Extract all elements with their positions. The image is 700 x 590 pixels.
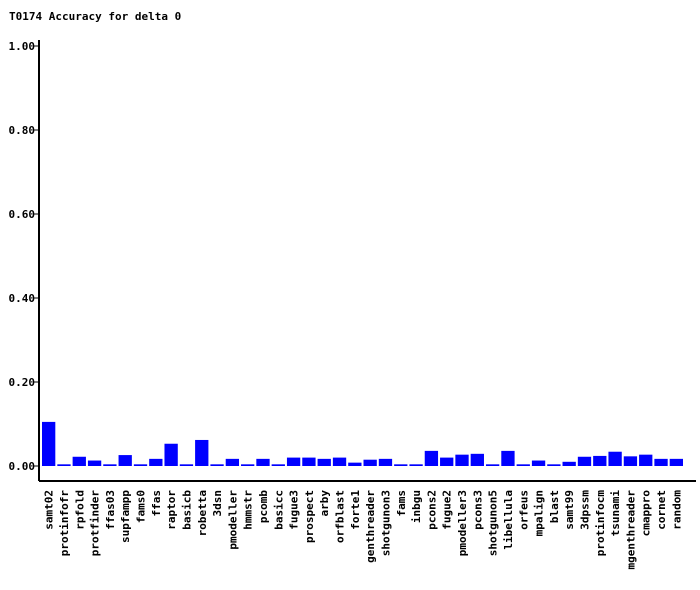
x-tick-label: pcomb (257, 490, 270, 523)
bar-protfinder (87, 460, 102, 466)
bar-hmmstr (241, 464, 255, 466)
bar-samt02 (42, 421, 56, 466)
bar-protinfocm (593, 455, 607, 466)
bar-mgenthreader (623, 456, 638, 466)
bar-forte1 (348, 462, 362, 466)
x-tick-label: shotgunon5 (487, 490, 500, 556)
y-tick-label: 0.20 (9, 376, 36, 389)
x-tick-label: samt99 (563, 490, 576, 530)
bar-prospect (302, 457, 316, 466)
x-tick-label: arby (318, 490, 331, 517)
x-tick-label: cmappro (640, 490, 653, 537)
bar-random (669, 458, 683, 466)
x-tick-label: inbgu (410, 490, 423, 523)
bar-pcons2 (424, 450, 439, 466)
bar-basicb (179, 464, 194, 466)
x-tick-label: cornet (655, 490, 668, 530)
x-tick-label: prospect (303, 490, 316, 543)
x-tick-label: shotgunon3 (379, 490, 392, 556)
x-tick-label: basicc (272, 490, 285, 530)
x-tick-label: basicb (180, 490, 193, 530)
bar-raptor (164, 443, 178, 466)
bars-layer (42, 421, 683, 466)
bar-basicc (271, 464, 285, 466)
bar-protinfofr (57, 464, 71, 466)
bar-arby (317, 458, 331, 466)
bar-pcons3 (470, 453, 484, 466)
x-tick-label: libellula (502, 490, 515, 550)
bar-fugue2 (440, 457, 454, 466)
y-tick-label: 1.00 (9, 40, 36, 53)
bar-shotgunon5 (485, 464, 500, 466)
x-tick-label: pcons2 (425, 490, 438, 530)
bar-tsunami (608, 451, 622, 466)
x-tick-label: protinfocm (594, 490, 607, 557)
bar-orfblast (332, 457, 347, 466)
x-labels-layer: samt02 protinfofr rpfold protfinder ffas03 su… (43, 490, 684, 570)
x-tick-label: orfeus (517, 490, 530, 530)
x-tick-label: orfblast (334, 490, 347, 543)
x-tick-label: genthreader (364, 490, 377, 563)
x-tick-label: fugue2 (441, 490, 454, 530)
x-tick-label: rpfold (73, 490, 86, 530)
bar-cornet (654, 458, 668, 466)
bar-robetta (195, 439, 209, 466)
x-tick-label: protfinder (89, 490, 102, 557)
bar-shotgunon3 (378, 458, 393, 466)
x-tick-label: 3dsn (211, 490, 224, 517)
y-tick-label: 0.80 (9, 124, 36, 137)
chart-title: T0174 Accuracy for delta 0 (9, 10, 182, 23)
y-ticks-layer: 0.00 0.20 0.40 0.60 0.80 1.00 (9, 40, 39, 473)
bar-genthreader (363, 459, 377, 466)
y-tick-label: 0.40 (9, 292, 36, 305)
x-tick-label: raptor (165, 490, 178, 530)
bar-orfeus (516, 464, 530, 466)
bar-samt99 (562, 461, 576, 466)
bar-cmappro (639, 454, 653, 466)
x-tick-label: fams0 (135, 490, 148, 523)
x-tick-label: ffas03 (104, 490, 117, 530)
x-tick-label: pcons3 (471, 490, 484, 530)
x-tick-label: pmodeller (226, 490, 239, 550)
bar-fams0 (133, 464, 148, 466)
x-tick-label: supfampp (119, 490, 132, 543)
bar-3dpssm (577, 456, 592, 466)
bar-3dsn (210, 464, 224, 466)
x-tick-label: random (670, 490, 683, 530)
bar-fams (394, 464, 408, 466)
x-tick-label: forte1 (349, 490, 362, 530)
bar-libellula (501, 450, 515, 466)
y-tick-label: 0.00 (9, 460, 36, 473)
x-tick-label: samt02 (43, 490, 56, 530)
bar-fugue3 (286, 457, 301, 466)
bar-pmodeller3 (455, 454, 469, 466)
bar-pcomb (256, 458, 270, 466)
x-tick-label: tsunami (609, 490, 622, 537)
x-tick-label: pmodeller3 (456, 490, 469, 556)
x-tick-label: fugue3 (288, 490, 301, 530)
x-tick-label: mgenthreader (624, 490, 637, 570)
x-tick-label: hmmstr (242, 490, 255, 530)
x-tick-label: blast (548, 490, 561, 523)
x-tick-label: 3dpssm (578, 490, 591, 530)
bar-ffas03 (103, 464, 117, 466)
bar-blast (547, 464, 561, 466)
bar-rpfold (72, 456, 86, 466)
x-tick-label: protinfofr (58, 490, 71, 557)
bar-inbgu (409, 464, 423, 466)
bar-pmodeller (225, 458, 240, 466)
bar-mpalign (531, 460, 546, 466)
x-tick-label: ffas (150, 490, 163, 517)
bar-supfampp (118, 455, 132, 466)
x-tick-label: fams (395, 490, 408, 517)
y-tick-label: 0.60 (9, 208, 36, 221)
x-tick-label: robetta (196, 490, 209, 536)
bar-ffas (149, 458, 163, 466)
x-tick-label: mpalign (533, 490, 546, 536)
